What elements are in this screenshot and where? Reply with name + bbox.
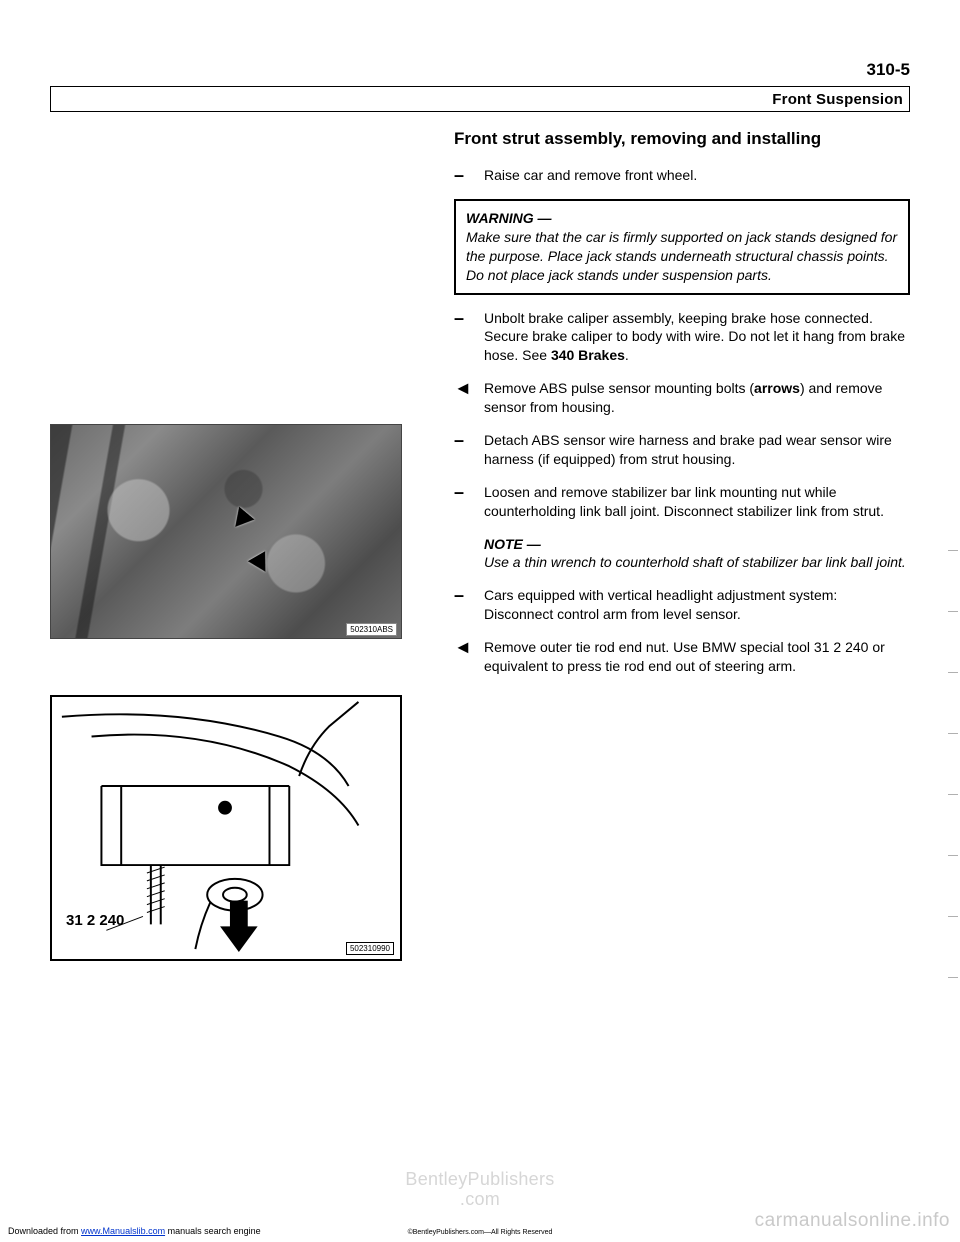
figure-tierod-tool: 31 2 240 502310990 <box>50 695 402 961</box>
dash-bullet: – <box>454 586 466 624</box>
section-label: Front Suspension <box>772 91 903 108</box>
step-3: ◄ Remove ABS pulse sensor mounting bolts… <box>454 379 910 417</box>
warning-body: Make sure that the car is firmly support… <box>466 229 897 283</box>
note-block: NOTE — Use a thin wrench to counterhold … <box>454 535 910 573</box>
step-3-pre: Remove ABS pulse sensor mounting bolts ( <box>484 380 754 396</box>
step-6: – Cars equipped with vertical headlight … <box>454 586 910 624</box>
step-5-text: Loosen and remove stabilizer bar link mo… <box>484 483 910 521</box>
dash-bullet: – <box>454 309 466 366</box>
step-7: ◄ Remove outer tie rod end nut. Use BMW … <box>454 638 910 676</box>
note-body: Use a thin wrench to counterhold shaft o… <box>484 554 906 570</box>
step-2-text: Unbolt brake caliper assembly, keeping b… <box>484 309 910 366</box>
publisher-watermark-l1: BentleyPublishers <box>405 1169 554 1189</box>
step-3-bold: arrows <box>754 380 800 396</box>
step-2-bold: 340 Brakes <box>551 347 625 363</box>
figure2-caption: 502310990 <box>346 942 394 955</box>
step-1-text: Raise car and remove front wheel. <box>484 166 910 185</box>
step-2: – Unbolt brake caliper assembly, keeping… <box>454 309 910 366</box>
note-spacer <box>454 535 466 573</box>
page-number: 310-5 <box>867 60 910 79</box>
arrow-bullet-icon: ◄ <box>454 379 466 417</box>
step-4-text: Detach ABS sensor wire harness and brake… <box>484 431 910 469</box>
download-footer: Downloaded from www.Manualslib.com manua… <box>8 1226 261 1236</box>
note-title: NOTE — <box>484 536 541 552</box>
download-footer-post: manuals search engine <box>165 1226 261 1236</box>
copyright-footer: ©BentleyPublishers.com—All Rights Reserv… <box>408 1229 553 1236</box>
manualslib-link[interactable]: www.Manualslib.com <box>81 1226 165 1236</box>
arrow-bullet-icon: ◄ <box>454 638 466 676</box>
warning-box: WARNING — Make sure that the car is firm… <box>454 199 910 295</box>
figure-abs-sensor-photo: 502310ABS <box>50 424 402 639</box>
publisher-watermark-l2: .com <box>460 1189 500 1209</box>
download-footer-pre: Downloaded from <box>8 1226 81 1236</box>
publisher-watermark: BentleyPublishers .com <box>405 1170 554 1210</box>
dash-bullet: – <box>454 483 466 521</box>
step-3-text: Remove ABS pulse sensor mounting bolts (… <box>484 379 910 417</box>
dash-bullet: – <box>454 431 466 469</box>
step-2-post: . <box>625 347 629 363</box>
step-6-text: Cars equipped with vertical headlight ad… <box>484 586 910 624</box>
figure1-caption: 502310ABS <box>346 623 397 636</box>
site-watermark: carmanualsonline.info <box>755 1210 950 1232</box>
step-5: – Loosen and remove stabilizer bar link … <box>454 483 910 521</box>
section-header-box: Front Suspension <box>50 86 910 112</box>
step-1: – Raise car and remove front wheel. <box>454 166 910 185</box>
step-4: – Detach ABS sensor wire harness and bra… <box>454 431 910 469</box>
procedure-heading: Front strut assembly, removing and insta… <box>454 128 910 150</box>
warning-title: WARNING — <box>466 210 552 226</box>
dash-bullet: – <box>454 166 466 185</box>
step-2-pre: Unbolt brake caliper assembly, keeping b… <box>484 310 905 364</box>
page-edge-ticks <box>948 550 958 978</box>
step-7-text: Remove outer tie rod end nut. Use BMW sp… <box>484 638 910 676</box>
figure2-tool-label: 31 2 240 <box>66 912 124 929</box>
